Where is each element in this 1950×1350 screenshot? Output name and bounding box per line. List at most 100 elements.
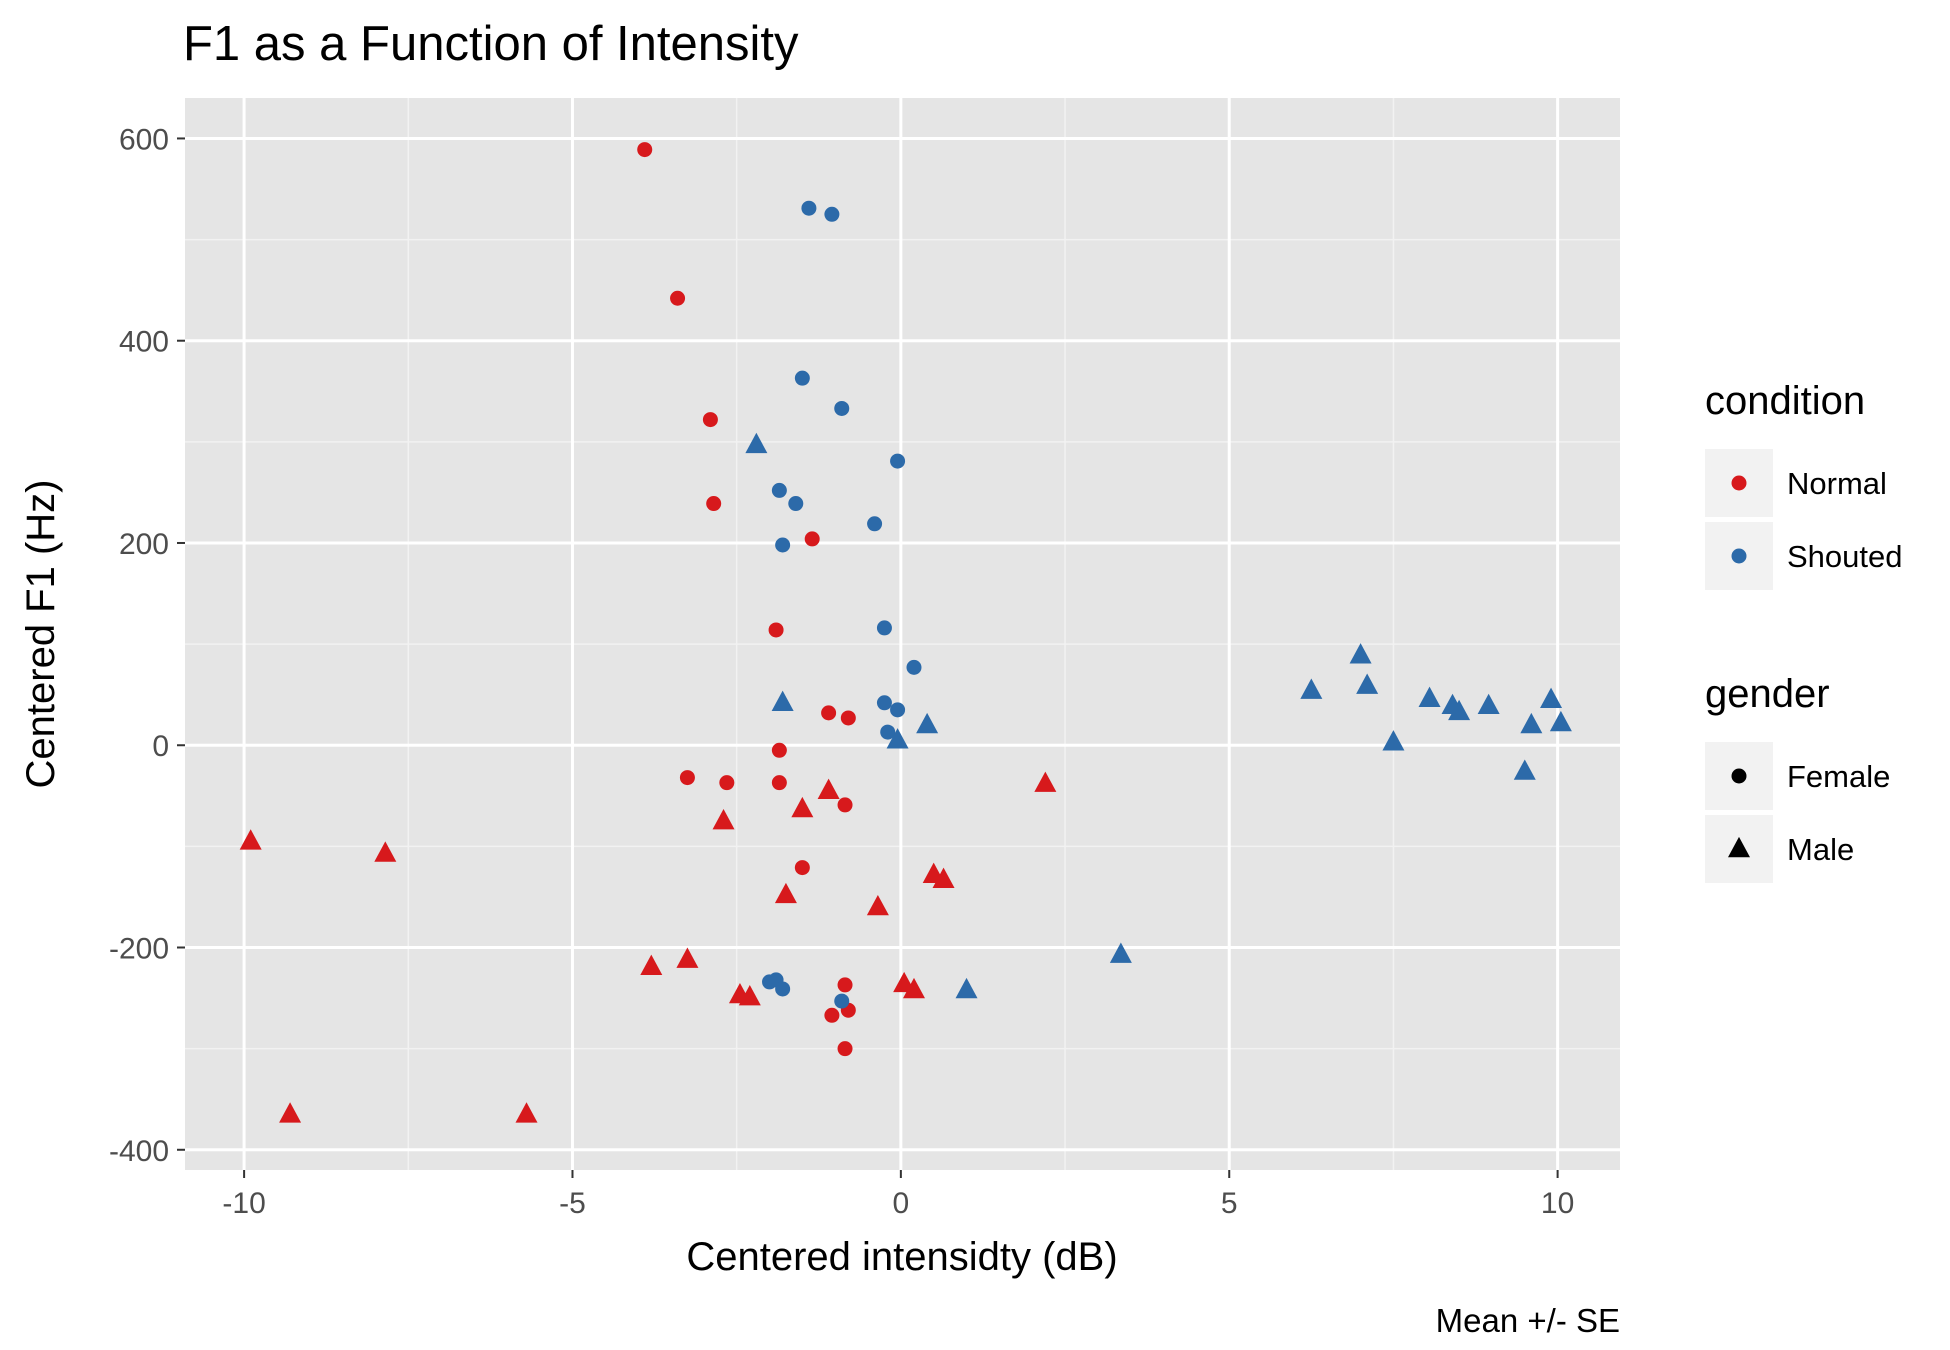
- data-point-shouted-female: [824, 206, 840, 222]
- data-point-normal-female: [670, 290, 686, 306]
- data-point-normal-male: [738, 984, 761, 1006]
- data-point-shouted-female: [775, 537, 791, 553]
- axis-ticks: -10 -5 0 5 10 -400 -200 0 200 400 600: [109, 123, 1574, 1220]
- data-point-normal-female: [804, 531, 820, 547]
- data-point-normal-male: [640, 954, 663, 975]
- legend-marker-female: [1731, 768, 1747, 784]
- legend-label-female: Female: [1787, 759, 1890, 794]
- x-tick-label: -10: [222, 1187, 265, 1220]
- data-point-shouted-male: [886, 728, 909, 749]
- x-tick-label: 5: [1221, 1187, 1238, 1220]
- data-point-shouted-male: [916, 712, 939, 734]
- data-points: [239, 142, 1572, 1123]
- data-point-normal-male: [902, 977, 925, 999]
- x-tick-label: 0: [893, 1187, 910, 1220]
- data-point-shouted-male: [1477, 693, 1500, 715]
- data-point-normal-female: [702, 412, 718, 428]
- legend-condition: condition Normal Shouted: [1705, 379, 1903, 590]
- data-point-shouted-male: [1418, 686, 1441, 707]
- y-tick-label: 400: [119, 326, 169, 359]
- data-point-shouted-male: [1513, 759, 1536, 780]
- y-tick-label: 600: [119, 123, 169, 156]
- data-point-shouted-male: [1300, 678, 1323, 699]
- y-tick-label: 200: [119, 528, 169, 561]
- data-point-normal-male: [866, 894, 889, 916]
- x-axis-title: Centered intensidty (dB): [686, 1235, 1117, 1279]
- data-point-shouted-male: [1448, 699, 1471, 721]
- legend-label-normal: Normal: [1787, 466, 1887, 501]
- data-point-shouted-female: [834, 993, 850, 1009]
- data-point-shouted-female: [890, 702, 906, 718]
- data-point-shouted-male: [1540, 687, 1563, 708]
- y-tick-label: -200: [109, 933, 169, 966]
- legend-label-male: Male: [1787, 832, 1854, 867]
- data-point-shouted-male: [1109, 942, 1132, 963]
- data-point-shouted-female: [771, 482, 787, 498]
- data-point-normal-female: [837, 1041, 853, 1057]
- legend-marker-shouted: [1731, 548, 1747, 564]
- series-shouted-male: [745, 432, 1572, 999]
- legend: condition Normal Shouted gender Female Male: [1705, 379, 1903, 883]
- plot-panel: [185, 98, 1620, 1170]
- data-point-normal-male: [712, 808, 735, 830]
- data-point-normal-female: [679, 770, 695, 786]
- data-point-shouted-female: [890, 453, 906, 469]
- data-point-shouted-female: [775, 981, 791, 997]
- data-point-shouted-male: [1520, 712, 1543, 734]
- legend-marker-normal: [1731, 475, 1747, 491]
- data-point-shouted-female: [876, 695, 892, 711]
- data-point-normal-male: [817, 778, 840, 800]
- chart-caption: Mean +/- SE: [1436, 1302, 1620, 1339]
- data-point-normal-male: [1034, 771, 1057, 792]
- data-point-normal-female: [794, 860, 810, 876]
- data-point-normal-female: [771, 742, 787, 758]
- data-point-normal-female: [719, 775, 735, 791]
- data-point-normal-male: [239, 829, 262, 850]
- data-point-shouted-male: [1349, 643, 1372, 664]
- data-point-shouted-female: [867, 516, 883, 532]
- data-point-normal-female: [706, 496, 722, 512]
- data-point-normal-male: [279, 1102, 302, 1123]
- data-point-normal-female: [837, 797, 853, 813]
- data-point-normal-male: [932, 867, 955, 889]
- data-point-normal-male: [515, 1102, 538, 1123]
- data-point-shouted-male: [771, 690, 794, 712]
- data-point-shouted-female: [906, 659, 922, 675]
- data-point-normal-female: [840, 710, 856, 726]
- y-tick-label: -400: [109, 1135, 169, 1168]
- data-point-shouted-male: [1382, 730, 1405, 751]
- data-point-shouted-male: [1549, 710, 1572, 732]
- legend-marker-male: [1728, 836, 1750, 858]
- data-point-normal-female: [821, 705, 837, 721]
- data-point-normal-female: [824, 1007, 840, 1023]
- legend-title: condition: [1705, 379, 1865, 423]
- data-point-normal-male: [774, 882, 797, 904]
- series-normal-female: [637, 142, 856, 1057]
- data-point-shouted-female: [834, 400, 850, 416]
- data-point-normal-female: [771, 775, 787, 791]
- x-tick-label: 10: [1541, 1187, 1574, 1220]
- data-point-shouted-male: [1356, 673, 1379, 694]
- series-shouted-female: [762, 200, 922, 1009]
- data-point-shouted-female: [876, 620, 892, 636]
- legend-title: gender: [1705, 672, 1830, 716]
- data-point-normal-female: [768, 622, 784, 638]
- data-point-shouted-female: [788, 496, 804, 512]
- data-point-normal-male: [374, 841, 397, 862]
- data-point-normal-female: [637, 142, 653, 158]
- data-point-shouted-male: [955, 977, 978, 999]
- y-tick-label: 0: [152, 730, 169, 763]
- data-point-shouted-female: [880, 724, 896, 740]
- data-point-normal-male: [676, 947, 699, 968]
- legend-label-shouted: Shouted: [1787, 539, 1903, 574]
- chart-title: F1 as a Function of Intensity: [183, 17, 799, 71]
- series-normal-male: [239, 771, 1057, 1123]
- legend-gender: gender Female Male: [1705, 672, 1890, 883]
- y-axis-title: Centered F1 (Hz): [19, 480, 63, 789]
- data-point-shouted-female: [801, 200, 817, 216]
- x-tick-label: -5: [559, 1187, 586, 1220]
- data-point-shouted-female: [794, 370, 810, 386]
- data-point-shouted-male: [745, 432, 768, 454]
- data-point-normal-female: [837, 977, 853, 993]
